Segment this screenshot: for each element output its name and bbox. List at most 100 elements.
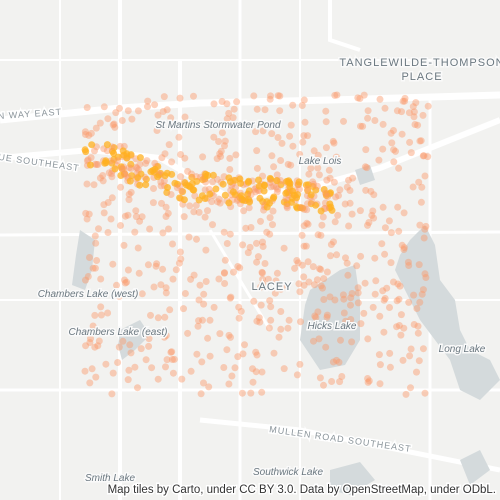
dot	[220, 228, 228, 236]
dot	[96, 174, 104, 182]
dot	[134, 174, 142, 182]
dot	[268, 130, 276, 138]
dot	[226, 294, 234, 302]
dot	[88, 141, 96, 149]
dot	[420, 234, 428, 242]
dot	[136, 217, 144, 225]
dot	[188, 173, 196, 181]
dot	[326, 200, 334, 208]
dot	[381, 250, 389, 258]
dot	[158, 199, 165, 207]
dot	[269, 207, 277, 215]
dot	[200, 379, 207, 387]
dot	[138, 290, 146, 298]
dot	[226, 166, 234, 173]
dot	[176, 94, 184, 102]
dot	[304, 258, 312, 266]
dot	[349, 174, 357, 182]
dot	[410, 321, 418, 328]
dot	[320, 296, 328, 303]
dot	[300, 222, 308, 230]
dot	[264, 121, 272, 129]
dot	[386, 363, 394, 371]
dot	[399, 356, 407, 364]
dot	[267, 316, 275, 324]
dot	[105, 169, 113, 177]
dot	[125, 196, 133, 204]
dot	[387, 229, 395, 237]
dot	[125, 190, 133, 198]
dot	[125, 366, 133, 374]
dot	[111, 123, 119, 131]
dot	[94, 342, 102, 350]
dot	[411, 121, 419, 128]
dot	[142, 159, 150, 167]
dot	[193, 350, 201, 358]
dot	[257, 301, 265, 309]
dot	[180, 213, 188, 221]
dot	[104, 199, 112, 206]
dot	[395, 295, 403, 303]
dot	[126, 177, 134, 185]
dot	[108, 159, 116, 167]
dot	[390, 146, 398, 154]
dot	[416, 298, 424, 306]
dot	[256, 318, 264, 326]
dot	[268, 152, 276, 160]
dot	[95, 225, 102, 233]
dot	[115, 292, 123, 300]
dot	[93, 161, 101, 168]
dot	[101, 159, 109, 167]
dot	[259, 127, 267, 135]
dot	[100, 201, 108, 209]
dot	[94, 161, 102, 168]
dot	[336, 378, 344, 386]
dot	[311, 281, 318, 289]
dot	[267, 183, 275, 191]
dot	[229, 188, 237, 196]
dot	[424, 153, 432, 161]
dot	[334, 211, 342, 219]
dot	[230, 105, 238, 113]
dot	[406, 352, 414, 360]
dot	[314, 151, 322, 159]
dot	[395, 322, 403, 329]
dot	[202, 278, 210, 285]
dot	[364, 114, 372, 122]
dot	[136, 181, 144, 189]
dot	[318, 221, 326, 229]
dot	[177, 173, 185, 181]
dot	[400, 324, 408, 332]
dot	[112, 109, 120, 117]
dot	[274, 92, 282, 100]
dot	[223, 240, 231, 247]
dot	[216, 150, 224, 158]
dot	[160, 333, 168, 341]
dot	[160, 177, 168, 185]
dot	[163, 106, 171, 114]
dot	[216, 199, 224, 207]
dot	[395, 227, 403, 235]
dot	[199, 153, 207, 161]
dot	[234, 263, 242, 270]
dot	[371, 290, 379, 298]
dot	[150, 283, 158, 291]
dot	[304, 132, 312, 140]
dot	[280, 365, 288, 373]
dot	[298, 231, 306, 239]
dot	[131, 363, 139, 371]
incident-dots	[81, 91, 432, 398]
dot	[356, 95, 364, 102]
dot	[131, 228, 139, 236]
dot	[91, 343, 99, 351]
dot	[394, 203, 402, 211]
water-label: Southwick Lake	[253, 467, 323, 478]
dot	[364, 375, 372, 382]
dot	[108, 173, 116, 181]
dot	[200, 290, 208, 298]
dot	[104, 229, 112, 236]
dot	[145, 342, 153, 350]
dot	[301, 118, 309, 126]
dot	[82, 276, 89, 284]
dot	[283, 202, 291, 210]
